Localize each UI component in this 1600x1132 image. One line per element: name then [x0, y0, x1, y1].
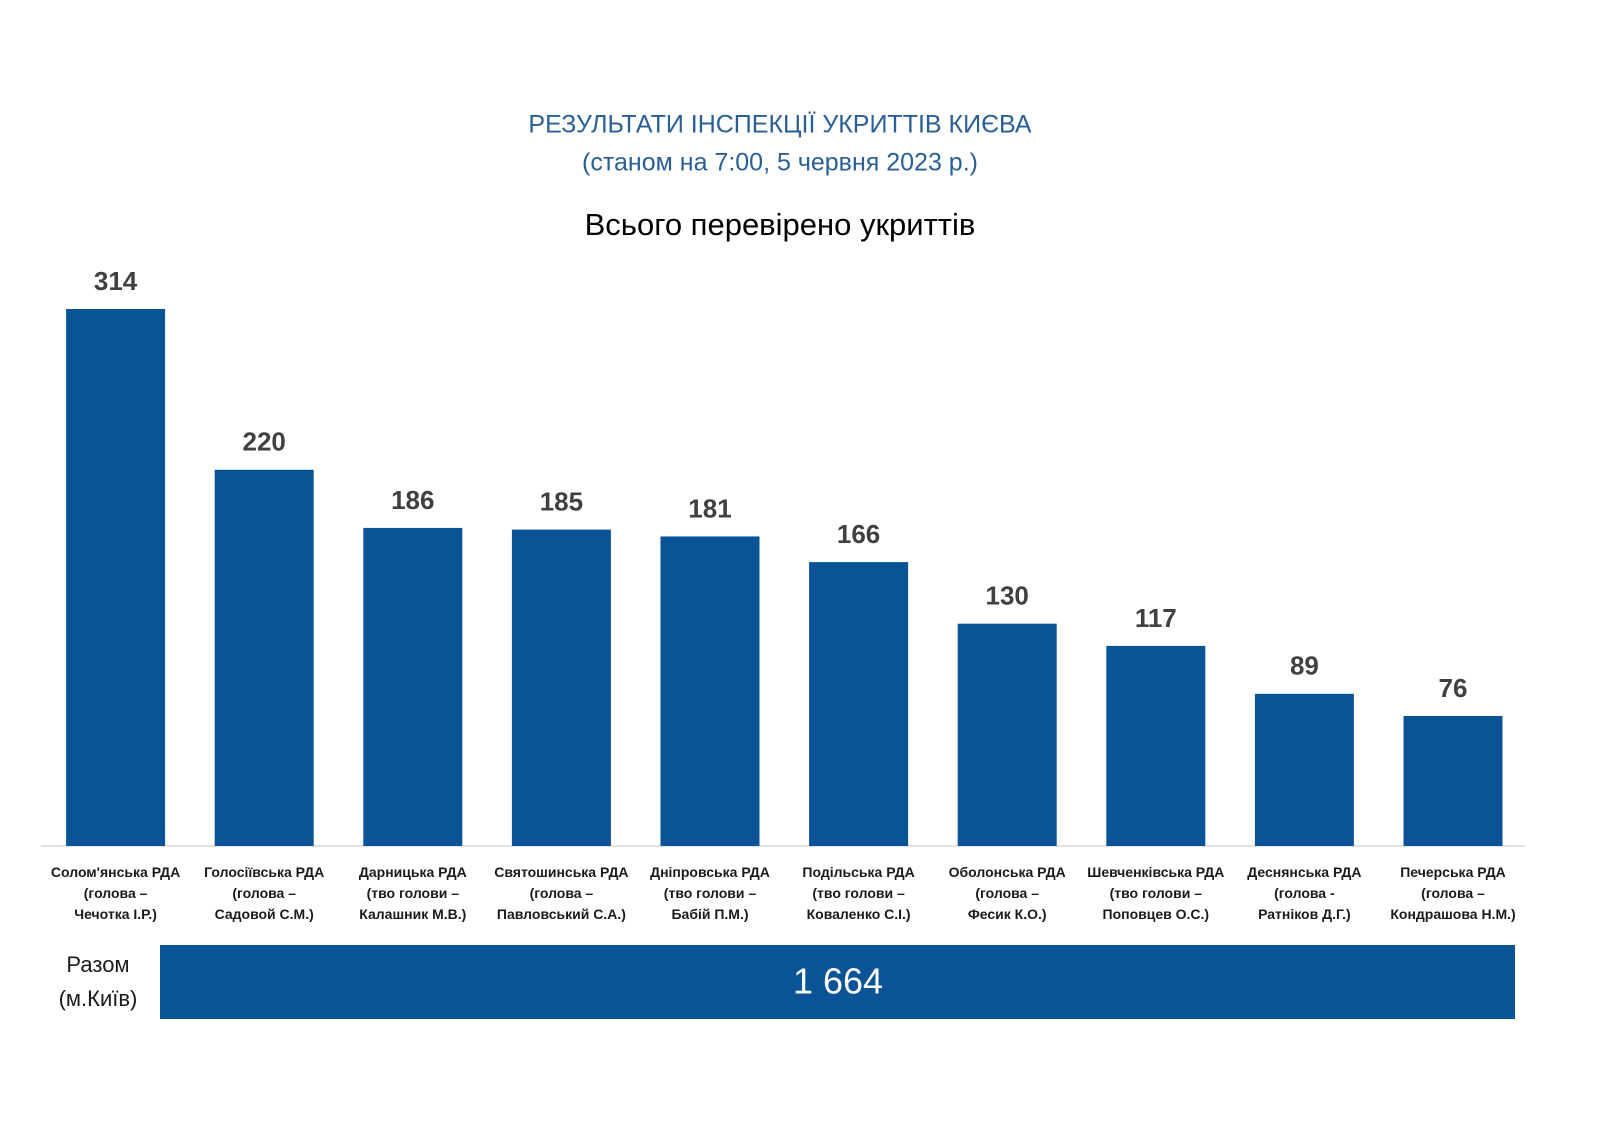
bar [809, 562, 909, 846]
total-value: 1 664 [793, 961, 883, 1002]
bar [1106, 645, 1206, 846]
x-tick-label: Дніпровська РДА (тво голови – Бабій П.М.… [650, 864, 770, 922]
data-label: 314 [94, 266, 138, 296]
bar [214, 469, 314, 846]
total-bar [160, 945, 1515, 1019]
x-tick-label: Святошинська РДА (голова – Павловський С… [494, 864, 629, 922]
total-label: Разом (м.Київ) [58, 952, 138, 1011]
chart-heading: Всього перевірено укриттів [585, 207, 976, 242]
bar [511, 529, 611, 846]
data-label: 186 [391, 485, 434, 515]
x-tick-label: Деснянська РДА (голова - Ратніков Д.Г.) [1247, 864, 1362, 922]
bar [1403, 716, 1503, 846]
x-tick-label: Печерська РДА (голова – Кондрашова Н.М.) [1390, 864, 1516, 922]
x-tick-label: Голосіївська РДА (голова – Садовой С.М.) [204, 864, 325, 922]
bar [66, 309, 166, 846]
x-tick-label: Дарницька РДА (тво голови – Калашник М.В… [358, 864, 467, 922]
data-label: 89 [1290, 651, 1319, 681]
bar [363, 527, 463, 846]
data-label: 220 [243, 427, 286, 457]
data-label: 185 [540, 486, 583, 516]
x-tick-label: Солом'янська РДА (голова – Чечотка І.Р.) [50, 864, 181, 922]
data-label: 76 [1439, 673, 1468, 703]
bar [660, 536, 760, 846]
bar [957, 623, 1057, 846]
x-tick-label: Шевченківська РДА (тво голови – Поповцев… [1087, 864, 1225, 922]
chart-subtitle: (станом на 7:00, 5 червня 2023 р.) [582, 149, 978, 177]
x-tick-label: Подільська РДА (тво голови – Коваленко С… [802, 864, 915, 922]
x-tick-label: Оболонська РДА (голова – Фесик К.О.) [948, 864, 1066, 922]
data-label: 166 [837, 519, 880, 549]
data-label: 117 [1135, 603, 1177, 633]
chart-title: РЕЗУЛЬТАТИ ІНСПЕКЦІЇ УКРИТТІВ КИЄВА [528, 111, 1031, 139]
data-label: 130 [986, 581, 1029, 611]
data-label: 181 [688, 493, 731, 523]
bar [1254, 693, 1354, 846]
